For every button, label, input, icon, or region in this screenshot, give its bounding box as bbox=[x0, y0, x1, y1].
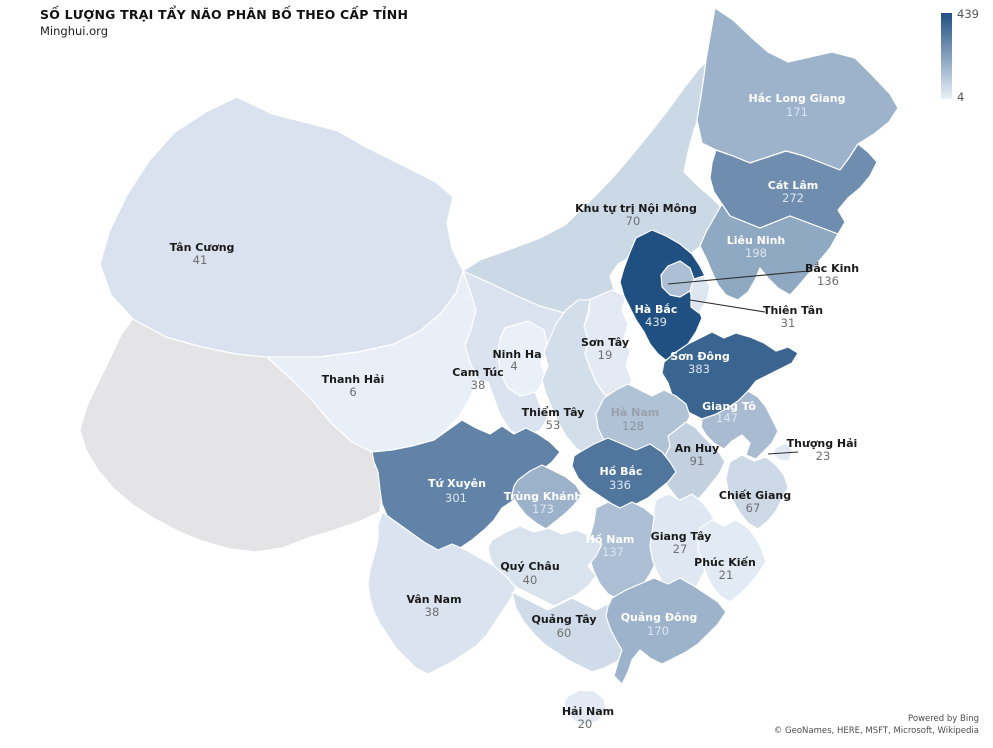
province-value-tianjin: 31 bbox=[781, 316, 796, 330]
province-label-ningxia: Ninh Ha bbox=[492, 348, 541, 361]
callout-line-tianjin bbox=[689, 299, 766, 313]
callout-line-beijing bbox=[667, 270, 809, 285]
province-label-xinjiang: Tân Cương bbox=[170, 241, 235, 254]
province-value-jiangsu: 147 bbox=[716, 411, 738, 425]
province-label-hebei: Hà Bắc bbox=[635, 303, 678, 316]
province-hainan[interactable] bbox=[563, 689, 607, 726]
province-label-yunnan: Vân Nam bbox=[406, 593, 461, 606]
chart-header: SỐ LƯỢNG TRẠI TẨY NÃO PHÂN BỐ THEO CẤP T… bbox=[40, 7, 408, 38]
province-value-guizhou: 40 bbox=[523, 573, 538, 587]
province-label-shanghai: Thượng Hải bbox=[787, 437, 858, 450]
province-value-beijing: 136 bbox=[817, 274, 839, 288]
province-label-anhui: An Huy bbox=[675, 442, 719, 455]
province-value-gansu: 38 bbox=[471, 378, 486, 392]
province-label-chongqing: Trùng Khánh bbox=[504, 490, 583, 503]
province-value-shanxi: 19 bbox=[598, 348, 613, 362]
province-chongqing[interactable] bbox=[511, 464, 583, 530]
province-label-zhejiang: Chiết Giang bbox=[719, 489, 791, 502]
province-label-guangdong: Quảng Đông bbox=[621, 611, 698, 624]
province-label-qinghai: Thanh Hải bbox=[322, 373, 385, 386]
province-value-sichuan: 301 bbox=[445, 491, 467, 505]
legend-max-label: 439 bbox=[957, 7, 979, 21]
province-label-sichuan: Tứ Xuyên bbox=[428, 477, 486, 490]
province-label-guizhou: Quý Châu bbox=[500, 560, 559, 573]
page-title: SỐ LƯỢNG TRẠI TẨY NÃO PHÂN BỐ THEO CẤP T… bbox=[40, 7, 409, 22]
province-value-henan: 128 bbox=[622, 419, 644, 433]
legend-min-label: 4 bbox=[957, 90, 965, 104]
province-label-shanxi: Sơn Tây bbox=[581, 336, 629, 349]
province-value-shaanxi: 53 bbox=[546, 418, 561, 432]
attribution-copyright: © GeoNames, HERE, MSFT, Microsoft, Wikip… bbox=[773, 726, 979, 737]
province-fujian[interactable] bbox=[697, 519, 767, 603]
province-label-hubei: Hồ Bắc bbox=[600, 465, 643, 478]
map-attribution: Powered by Bing © GeoNames, HERE, MSFT, … bbox=[774, 714, 979, 738]
province-label-hainan: Hải Nam bbox=[562, 705, 614, 718]
province-value-fujian: 21 bbox=[719, 568, 734, 582]
province-value-guangxi: 60 bbox=[557, 626, 572, 640]
province-value-shandong: 383 bbox=[688, 362, 710, 376]
province-label-fujian: Phúc Kiến bbox=[694, 556, 756, 569]
province-label-tianjin: Thiên Tân bbox=[763, 304, 823, 317]
province-label-heilongjiang: Hắc Long Giang bbox=[748, 92, 845, 105]
province-value-chongqing: 173 bbox=[532, 502, 554, 516]
province-xinjiang[interactable] bbox=[99, 96, 464, 359]
province-label-hunan: Hồ Nam bbox=[586, 533, 635, 546]
attribution-powered-by: Powered by Bing bbox=[908, 714, 979, 725]
province-zhejiang[interactable] bbox=[725, 454, 789, 530]
province-ningxia[interactable] bbox=[497, 320, 549, 397]
source-label: Minghui.org bbox=[40, 24, 108, 38]
province-value-inner-mongolia: 70 bbox=[626, 214, 641, 228]
province-value-jiangxi: 27 bbox=[673, 542, 688, 556]
province-hubei[interactable] bbox=[571, 437, 677, 511]
province-value-guangdong: 170 bbox=[647, 624, 669, 638]
province-label-henan: Hà Nam bbox=[611, 406, 660, 419]
province-label-shandong: Sơn Đông bbox=[670, 350, 730, 363]
province-value-hunan: 137 bbox=[602, 545, 624, 559]
province-label-gansu: Cam Túc bbox=[452, 366, 503, 379]
province-jiangsu[interactable] bbox=[700, 390, 779, 460]
province-value-ningxia: 4 bbox=[510, 359, 517, 373]
province-heilongjiang[interactable] bbox=[696, 7, 899, 171]
province-value-heilongjiang: 171 bbox=[786, 105, 808, 119]
province-label-jiangsu: Giang Tô bbox=[702, 400, 756, 413]
province-label-shaanxi: Thiểm Tây bbox=[522, 406, 585, 419]
province-liaoning[interactable] bbox=[699, 203, 839, 301]
province-guangdong[interactable] bbox=[605, 577, 727, 685]
province-value-xinjiang: 41 bbox=[193, 253, 208, 267]
province-label-inner-mongolia: Khu tự trị Nội Mông bbox=[575, 202, 697, 215]
province-tianjin[interactable] bbox=[689, 275, 711, 314]
callout-line-shanghai bbox=[767, 451, 799, 455]
province-beijing[interactable] bbox=[660, 260, 695, 298]
province-label-jilin: Cát Lâm bbox=[768, 179, 818, 192]
province-value-jilin: 272 bbox=[782, 191, 804, 205]
province-value-qinghai: 6 bbox=[349, 385, 356, 399]
province-value-hainan: 20 bbox=[578, 717, 593, 731]
province-value-hubei: 336 bbox=[609, 478, 631, 492]
province-label-jiangxi: Giang Tây bbox=[651, 530, 712, 543]
province-value-anhui: 91 bbox=[690, 454, 705, 468]
province-value-zhejiang: 67 bbox=[746, 501, 761, 515]
province-value-shanghai: 23 bbox=[816, 449, 831, 463]
color-scale-legend bbox=[941, 13, 952, 99]
province-jiangxi[interactable] bbox=[649, 493, 723, 601]
province-yunnan[interactable] bbox=[367, 511, 517, 675]
province-value-hebei: 439 bbox=[645, 315, 667, 329]
province-label-guangxi: Quảng Tây bbox=[531, 613, 596, 626]
province-label-liaoning: Liêu Ninh bbox=[727, 234, 786, 247]
province-label-beijing: Bắc Kinh bbox=[805, 262, 859, 275]
province-value-yunnan: 38 bbox=[425, 605, 440, 619]
province-value-liaoning: 198 bbox=[745, 246, 767, 260]
